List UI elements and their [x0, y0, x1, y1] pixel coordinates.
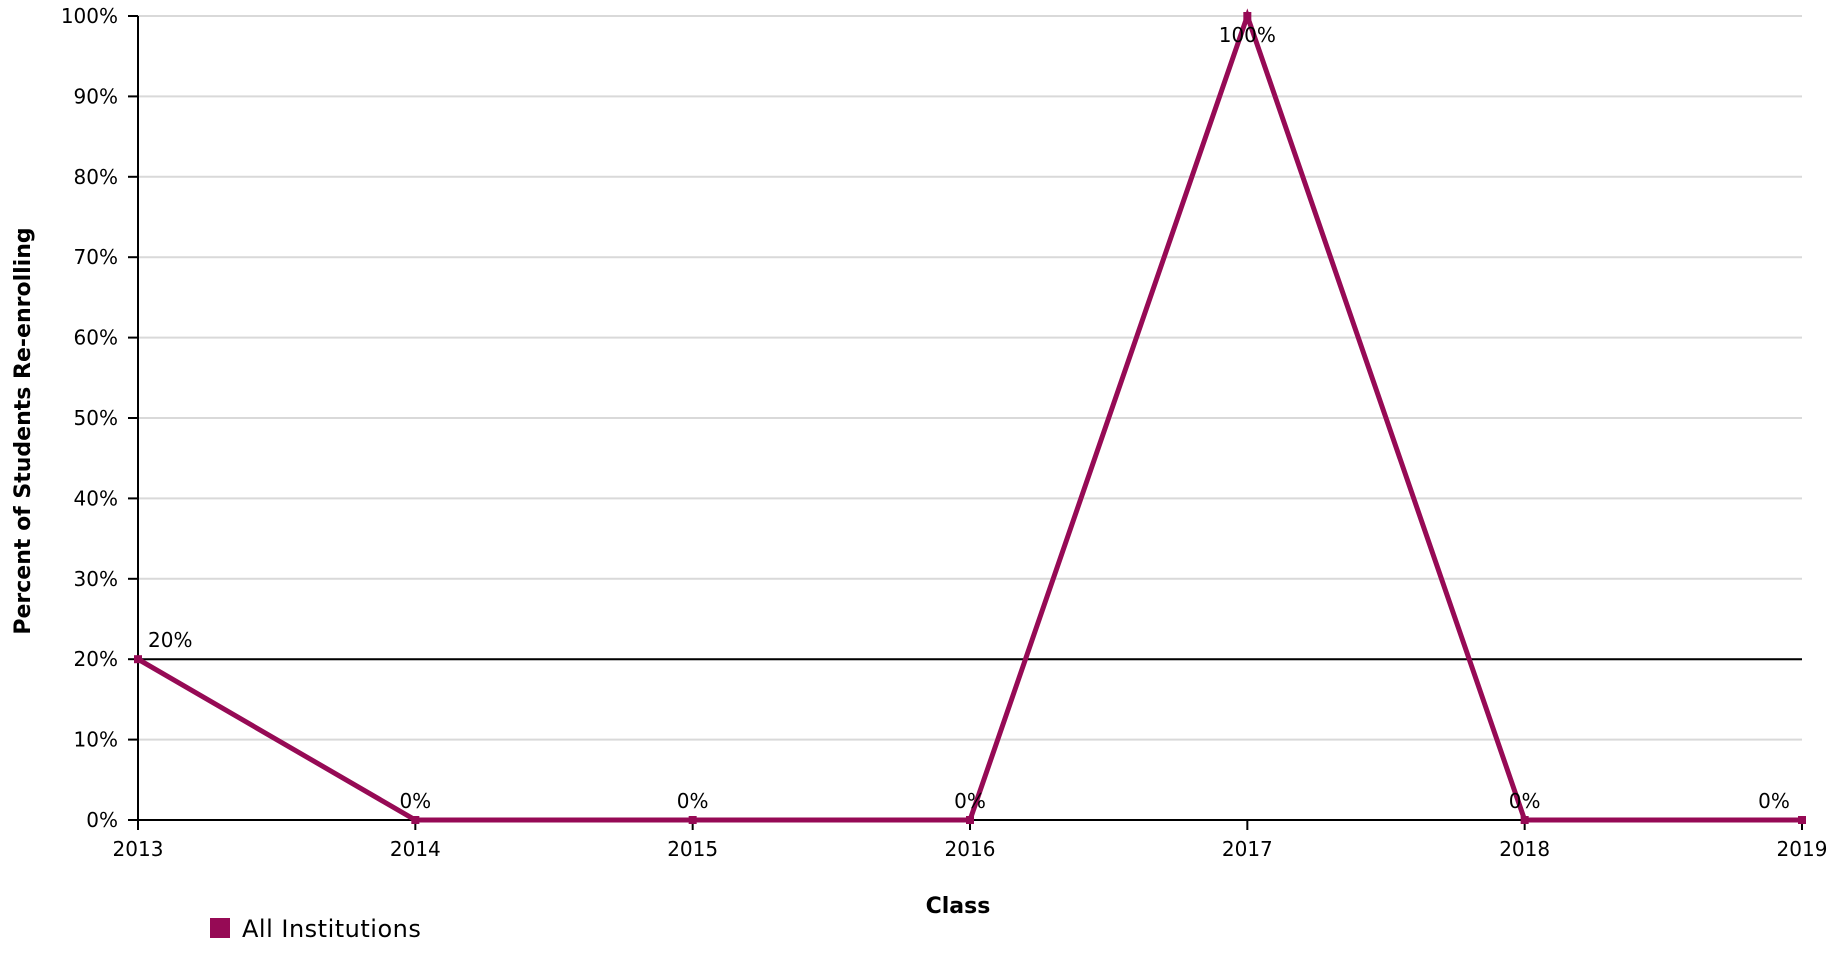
x-tick-label: 2019 — [1777, 837, 1828, 861]
y-tick-label: 80% — [74, 165, 118, 189]
data-point — [411, 816, 420, 824]
y-tick-label: 50% — [74, 406, 118, 430]
data-point — [1520, 816, 1529, 824]
y-axis-title: Percent of Students Re-enrolling — [11, 227, 36, 634]
y-axis-ticks: 0% 10% 20% 30% 40% 50% 60% 70% 80% 90% 100% — [61, 4, 138, 832]
y-tick-label: 60% — [74, 326, 118, 350]
y-tick-label: 30% — [74, 567, 118, 591]
x-tick-label: 2013 — [113, 837, 164, 861]
y-tick-label: 90% — [74, 84, 118, 108]
data-label: 0% — [677, 789, 709, 813]
legend-label-all-institutions: All Institutions — [242, 915, 421, 943]
x-tick-label: 2016 — [945, 837, 996, 861]
x-axis-ticks: 2013 2014 2015 2016 2017 2018 2019 — [113, 820, 1828, 861]
data-point — [966, 816, 974, 824]
legend: All Institutions — [210, 915, 421, 943]
y-tick-label: 0% — [86, 808, 118, 832]
legend-swatch-all-institutions — [210, 918, 230, 938]
series — [134, 8, 1806, 824]
gridlines — [138, 15, 1802, 741]
x-tick-label: 2017 — [1222, 837, 1273, 861]
data-point — [1243, 12, 1252, 20]
y-tick-label: 40% — [74, 486, 118, 510]
data-label: 100% — [1219, 23, 1276, 47]
data-label: 0% — [1509, 789, 1541, 813]
x-tick-label: 2015 — [667, 837, 718, 861]
data-label: 0% — [954, 789, 986, 813]
data-labels: 20% 0% 0% 0% 100% 0% 0% — [148, 23, 1790, 813]
x-tick-label: 2014 — [390, 837, 441, 861]
y-tick-label: 100% — [61, 4, 118, 28]
data-point — [1798, 816, 1806, 824]
data-point — [688, 816, 697, 824]
y-tick-label: 10% — [74, 728, 118, 752]
data-label: 0% — [1758, 789, 1790, 813]
y-tick-label: 20% — [74, 647, 118, 671]
data-point — [134, 655, 142, 664]
data-label: 20% — [148, 628, 192, 652]
data-label: 0% — [399, 789, 431, 813]
x-tick-label: 2018 — [1499, 837, 1550, 861]
y-tick-label: 70% — [74, 245, 118, 269]
x-axis-title: Class — [926, 894, 991, 919]
